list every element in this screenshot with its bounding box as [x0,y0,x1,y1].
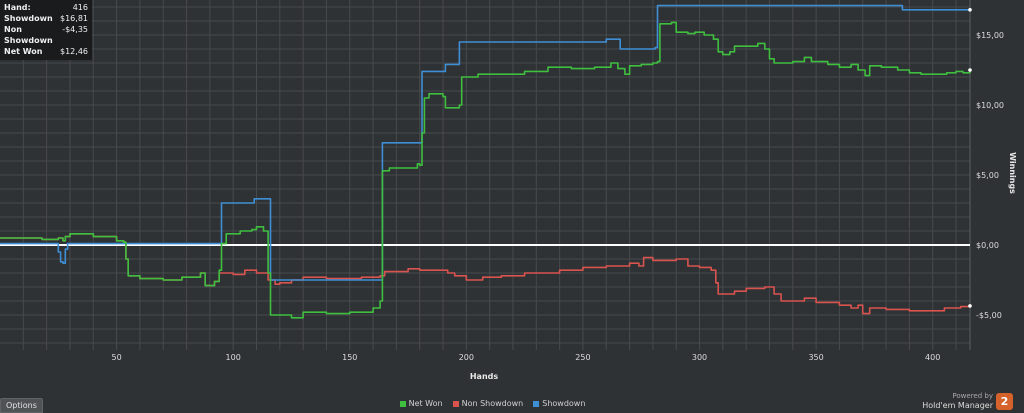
y-axis-title: Winnings [1008,152,1017,194]
y-tick-label: $15,00 [976,31,1004,40]
legend-swatch [533,400,540,407]
y-tick-label: $5,00 [976,171,999,180]
hm2-logo-icon: 2 [996,393,1013,410]
series-line-showdown [0,4,970,281]
series-line-net-won [0,21,971,319]
series-endpoint [968,68,972,72]
x-tick-label: 150 [342,353,357,362]
series-endpoint [968,8,972,12]
stat-row-non-showdown: Non Showdown -$4,35 [4,24,88,46]
y-axis-ticks: -$5,00 $0,00 $5,00 $10,00 $15,00 [976,31,1004,320]
x-tick-label: 100 [226,353,241,362]
y-tick-label: -$5,00 [976,311,1002,320]
legend-item-showdown[interactable]: Showdown [533,399,585,408]
legend-swatch [399,400,406,407]
y-tick-label: $10,00 [976,101,1004,110]
chart-series [0,4,972,319]
chart-grid [0,0,971,350]
chart-legend: Net Won Non Showdown Showdown [0,399,985,408]
legend-item-non-showdown[interactable]: Non Showdown [452,399,524,408]
legend-label: Net Won [408,399,443,408]
x-tick-label: 400 [925,353,940,362]
stat-row-net-won: Net Won $12,46 [4,46,88,57]
x-axis-title: Hands [470,372,499,381]
stat-value: 416 [72,3,88,12]
x-tick-label: 250 [575,353,590,362]
legend-item-net-won[interactable]: Net Won [399,399,443,408]
stat-row-hand: Hand: 416 [4,2,88,13]
product-name: Hold'em Manager [922,401,993,410]
x-tick-label: 300 [692,353,707,362]
legend-swatch [452,400,459,407]
x-axis-ticks: 50 100 150 200 250 300 350 400 [111,353,940,362]
x-tick-label: 50 [111,353,121,362]
y-tick-label: $0,00 [976,241,999,250]
stat-label: Showdown [4,14,53,23]
stat-row-showdown: Showdown $16,81 [4,13,88,24]
stat-value: $16,81 [60,14,88,23]
stats-box: Hand: 416 Showdown $16,81 Non Showdown -… [0,0,92,60]
stat-value: $12,46 [60,47,88,56]
series-endpoint [968,304,972,308]
stat-label: Net Won [4,47,43,56]
legend-label: Showdown [542,399,586,408]
x-tick-label: 350 [808,353,823,362]
brand-badge: Powered by Hold'em Manager 2 [905,390,1017,412]
stat-label: Non Showdown [4,25,53,45]
powered-by-text: Powered by [952,392,993,400]
legend-label: Non Showdown [461,399,524,408]
stat-value: -$4,35 [62,25,88,34]
x-tick-label: 200 [459,353,474,362]
stat-label: Hand: [4,3,31,12]
